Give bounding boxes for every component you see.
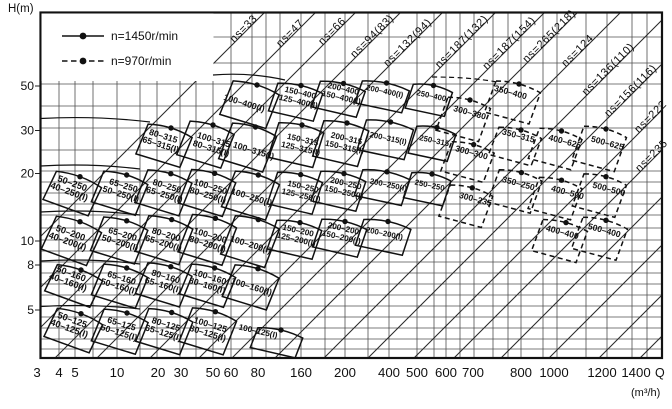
svg-text:160: 160	[290, 365, 312, 380]
svg-text:30: 30	[20, 124, 34, 138]
svg-text:1200: 1200	[587, 365, 616, 380]
svg-text:60: 60	[224, 365, 239, 380]
svg-text:(m³/h): (m³/h)	[631, 387, 660, 399]
svg-text:Q: Q	[655, 366, 665, 380]
svg-text:5: 5	[71, 365, 78, 380]
svg-text:1000: 1000	[539, 365, 568, 380]
svg-text:30: 30	[174, 365, 189, 380]
svg-text:700: 700	[462, 365, 484, 380]
svg-text:20: 20	[151, 365, 166, 380]
svg-text:8: 8	[27, 258, 34, 272]
svg-text:800: 800	[510, 365, 532, 380]
svg-text:80: 80	[251, 365, 266, 380]
svg-text:10: 10	[20, 234, 34, 248]
svg-text:4: 4	[55, 365, 62, 380]
svg-text:5: 5	[27, 303, 34, 317]
svg-text:1400: 1400	[621, 365, 650, 380]
svg-text:400: 400	[378, 365, 400, 380]
svg-text:n=1450r/min: n=1450r/min	[111, 29, 178, 43]
svg-text:500: 500	[406, 365, 428, 380]
svg-text:50: 50	[20, 79, 34, 93]
svg-text:H(m): H(m)	[8, 3, 34, 15]
svg-text:200: 200	[334, 365, 356, 380]
svg-text:600: 600	[435, 365, 457, 380]
svg-text:20: 20	[20, 167, 34, 181]
svg-text:n=970r/min: n=970r/min	[111, 54, 171, 68]
svg-text:50: 50	[206, 365, 221, 380]
svg-text:3: 3	[33, 365, 40, 380]
svg-text:10: 10	[110, 365, 125, 380]
